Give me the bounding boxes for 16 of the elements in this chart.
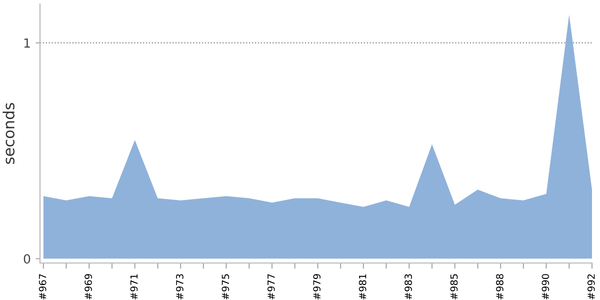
x-tick-label: #969 xyxy=(84,274,92,300)
x-tick-label: #990 xyxy=(542,274,550,300)
x-tick-label: #977 xyxy=(267,274,275,300)
x-tick-label: #988 xyxy=(496,274,504,300)
y-tick-label: 1 xyxy=(24,38,30,48)
x-tick-label: #973 xyxy=(176,274,184,300)
y-tick-label: 0 xyxy=(24,254,30,264)
y-axis-title: seconds xyxy=(2,103,15,164)
x-tick-label: #985 xyxy=(450,274,458,300)
x-tick-label: #983 xyxy=(404,274,412,300)
x-tick-label: #975 xyxy=(222,274,230,300)
x-tick-label: #981 xyxy=(358,274,366,300)
x-tick-label: #971 xyxy=(130,274,138,300)
x-tick-label: #967 xyxy=(38,274,46,300)
x-tick-label: #992 xyxy=(587,274,595,300)
x-tick-label: #979 xyxy=(313,274,321,300)
